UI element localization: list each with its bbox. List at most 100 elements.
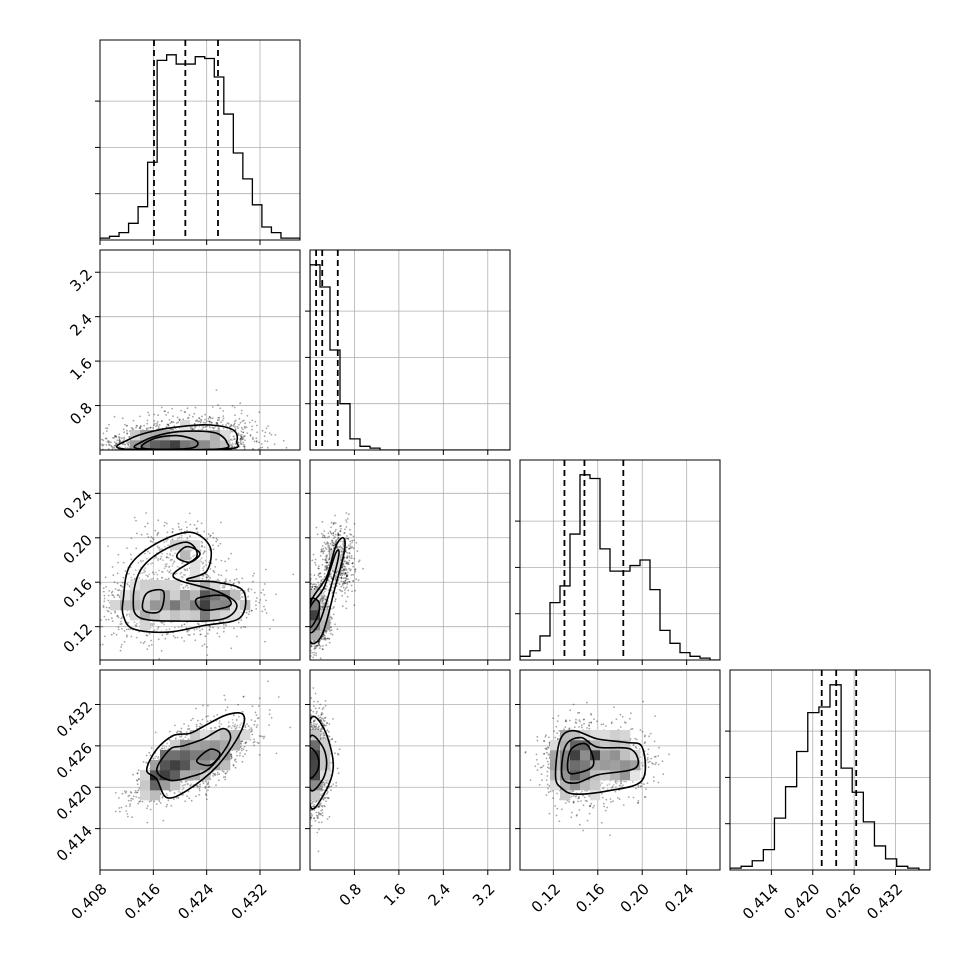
sample-point <box>168 565 171 568</box>
sample-point <box>200 428 203 431</box>
sample-point <box>237 427 240 429</box>
sample-point <box>319 555 322 557</box>
sample-point <box>107 440 110 442</box>
sample-point <box>253 440 256 443</box>
sample-point <box>275 593 277 596</box>
sample-point <box>329 573 332 576</box>
sample-point <box>132 419 135 422</box>
sample-point <box>218 635 221 638</box>
sample-point <box>180 534 183 537</box>
sample-point <box>340 550 343 553</box>
sample-point <box>317 642 320 644</box>
sample-point <box>252 438 254 440</box>
sample-point <box>208 420 210 422</box>
sample-point <box>344 560 346 562</box>
sample-point <box>259 599 262 601</box>
sample-point <box>202 551 205 554</box>
sample-point <box>334 600 337 603</box>
sample-point <box>202 426 204 429</box>
sample-point <box>314 585 317 588</box>
sample-point <box>206 538 209 540</box>
sample-point <box>325 568 328 570</box>
sample-point <box>215 540 218 543</box>
sample-point <box>165 556 168 559</box>
sample-point <box>136 532 138 535</box>
sample-point <box>318 572 321 575</box>
sample-point <box>147 536 150 539</box>
sample-point <box>352 573 355 576</box>
density-bin <box>140 580 151 591</box>
sample-point <box>350 547 352 549</box>
sample-point <box>183 410 186 413</box>
sample-point <box>347 589 350 592</box>
sample-point <box>319 639 321 642</box>
sample-point <box>320 638 323 640</box>
sample-point <box>181 562 183 565</box>
sample-point <box>172 554 174 557</box>
sample-point <box>331 633 334 636</box>
sample-point <box>341 552 344 555</box>
sample-point <box>330 577 333 580</box>
sample-point <box>346 517 349 520</box>
density-bin <box>310 610 321 621</box>
sample-point <box>150 562 152 565</box>
sample-point <box>348 581 351 583</box>
sample-point <box>244 435 246 437</box>
sample-point <box>126 432 129 435</box>
sample-point <box>332 532 335 535</box>
sample-point <box>120 643 123 646</box>
sample-point <box>340 524 342 527</box>
sample-point <box>146 634 149 637</box>
sample-point <box>323 594 325 596</box>
sample-point <box>340 576 343 579</box>
sample-point <box>161 576 163 579</box>
sample-point <box>126 634 128 637</box>
density-bin <box>170 580 181 591</box>
sample-point <box>177 421 180 424</box>
sample-point <box>250 609 253 612</box>
sample-point <box>320 580 323 583</box>
sample-point <box>180 537 183 539</box>
sample-point <box>323 575 326 578</box>
sample-point <box>176 636 179 639</box>
sample-point <box>334 514 336 517</box>
sample-point <box>202 426 205 429</box>
sample-point <box>188 629 190 632</box>
density-bin <box>210 610 221 621</box>
sample-point <box>118 439 121 442</box>
sample-point <box>256 431 258 434</box>
sample-point <box>339 534 342 536</box>
sample-point <box>313 654 315 656</box>
sample-point <box>233 445 236 448</box>
sample-point <box>116 439 119 442</box>
sample-point <box>121 585 124 588</box>
sample-point <box>249 434 252 436</box>
sample-point <box>327 542 330 545</box>
sample-point <box>204 413 207 416</box>
sample-point <box>346 575 348 578</box>
sample-point <box>198 420 201 423</box>
sample-point <box>215 558 218 561</box>
sample-point <box>205 420 208 422</box>
sample-point <box>313 640 316 643</box>
sample-point <box>254 420 257 423</box>
sample-point <box>223 586 226 589</box>
sample-point <box>200 418 203 421</box>
sample-point <box>343 581 346 583</box>
sample-point <box>231 405 234 407</box>
sample-point <box>118 663 120 665</box>
sample-point <box>322 645 324 647</box>
sample-point <box>178 528 181 531</box>
sample-point <box>328 546 331 549</box>
sample-point <box>126 583 129 585</box>
sample-point <box>230 444 233 447</box>
sample-point <box>133 621 136 623</box>
sample-point <box>118 433 121 436</box>
sample-point <box>342 543 345 546</box>
sample-point <box>330 526 332 529</box>
sample-point <box>161 634 164 637</box>
sample-point <box>107 610 110 613</box>
sample-point <box>124 446 127 449</box>
sample-point <box>201 545 203 548</box>
sample-point <box>324 558 326 561</box>
